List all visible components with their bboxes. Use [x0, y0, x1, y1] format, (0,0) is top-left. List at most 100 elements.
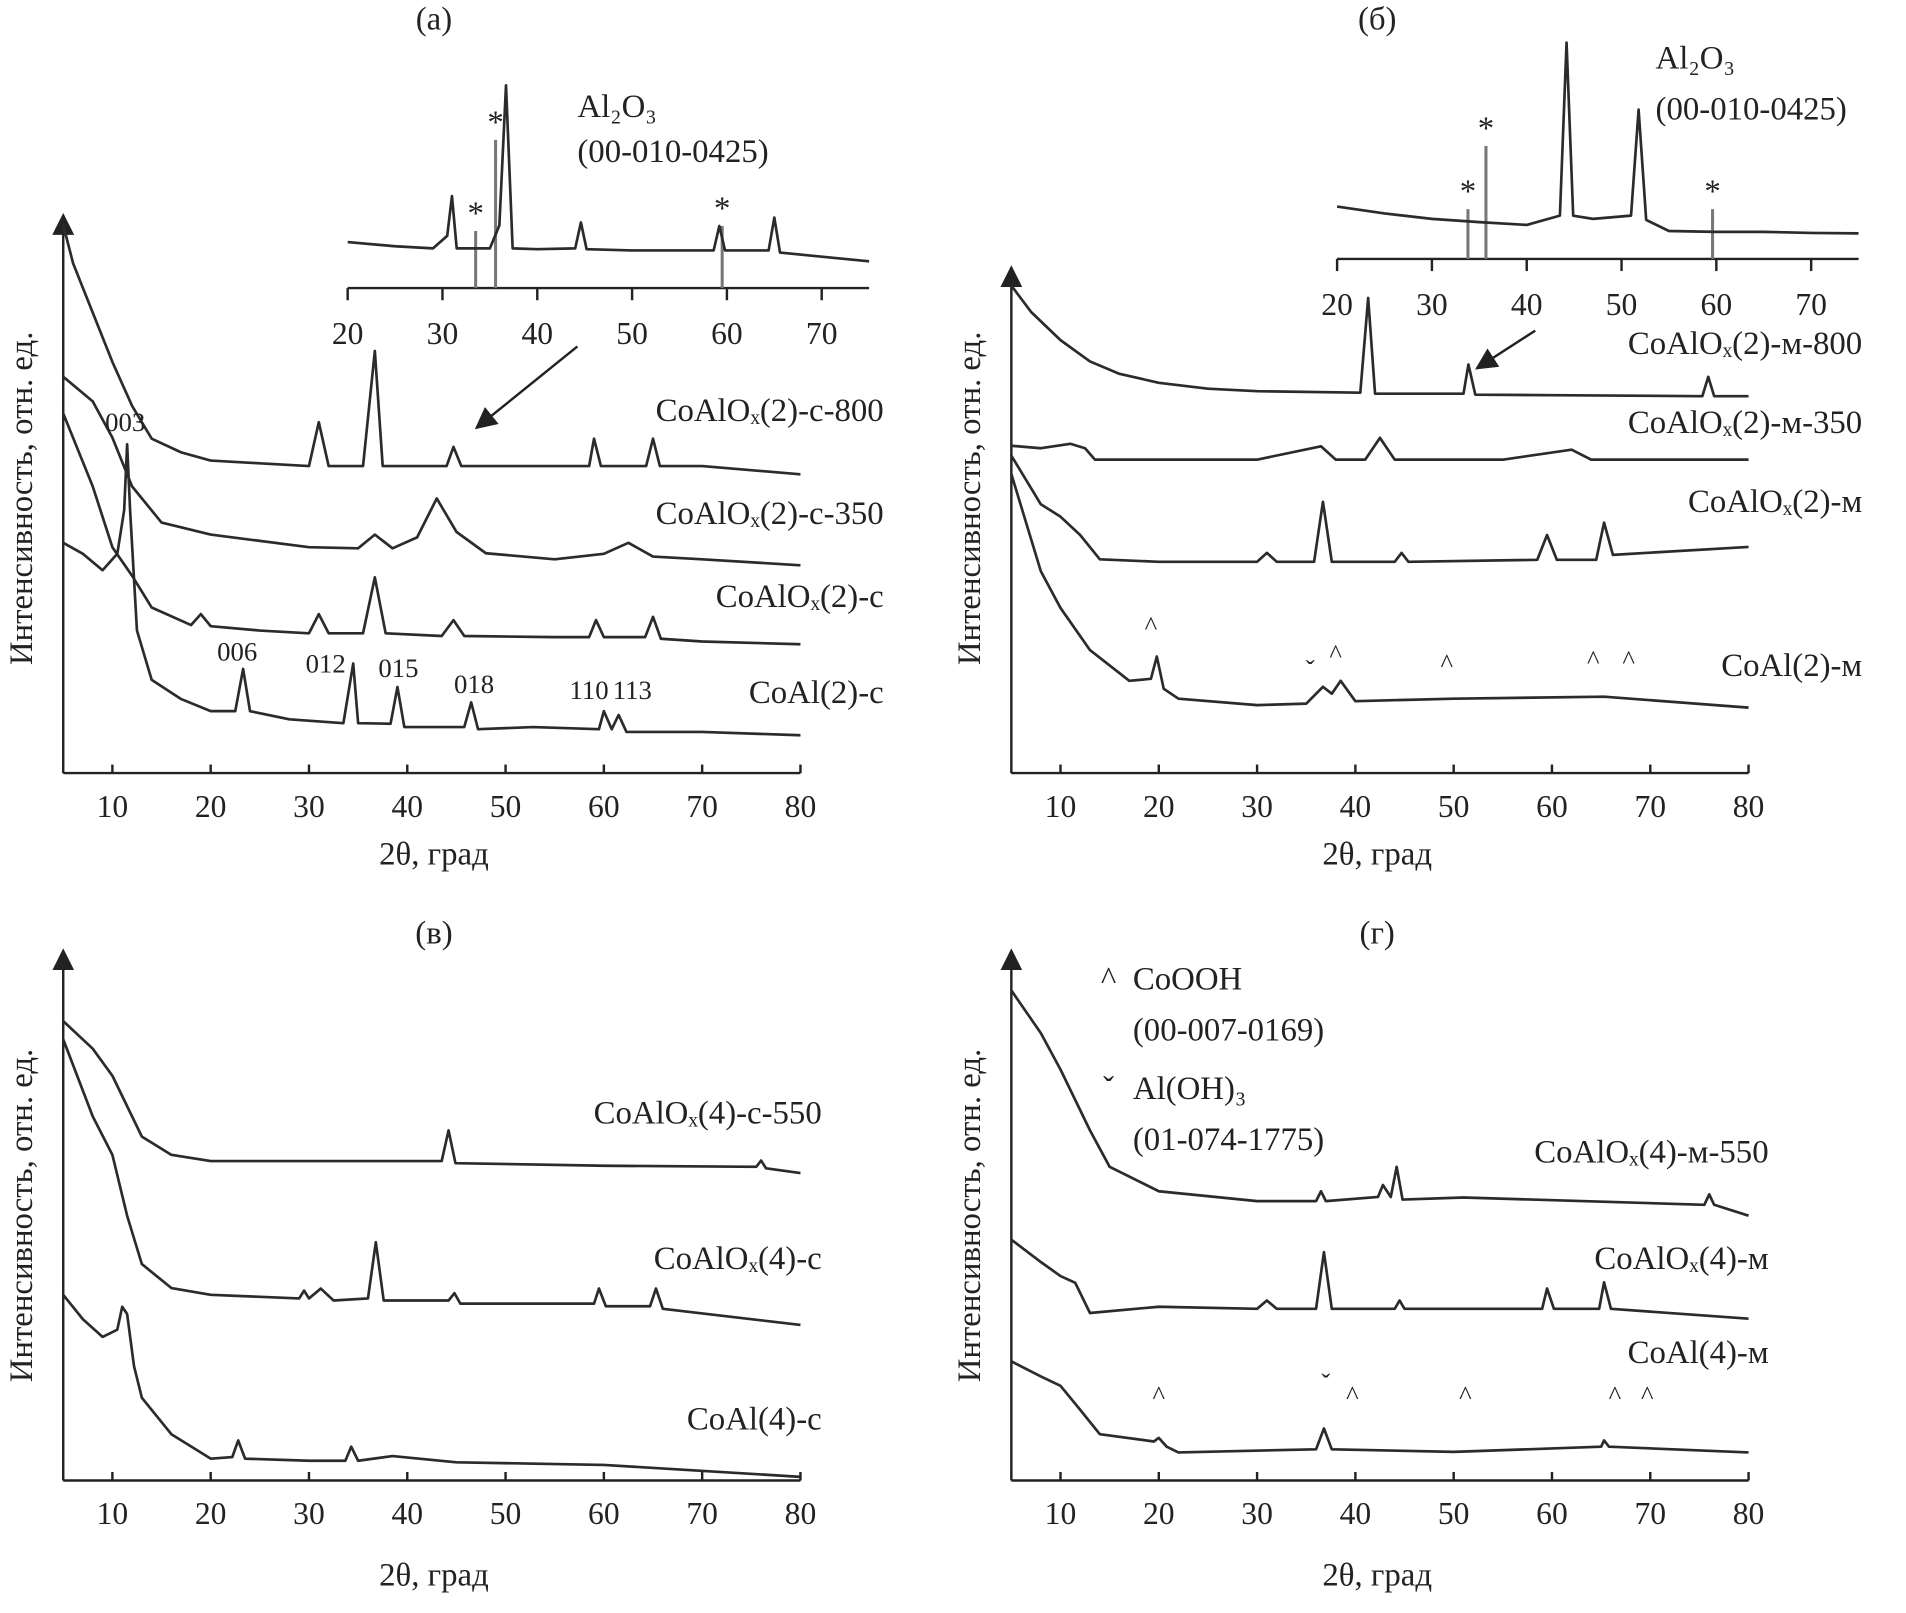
x-tick-label: 20 [195, 1496, 227, 1531]
panel-title: (б) [1358, 1, 1397, 37]
x-tick-label: 40 [391, 1496, 423, 1531]
series-label: CoAlOₓ(4)-м [1594, 1241, 1768, 1277]
curve [1010, 454, 1749, 564]
peak-annotation: ^ [1329, 639, 1342, 669]
legend-label: Al(OH)₃ [1133, 1071, 1246, 1107]
legend-label: (00-007-0169) [1133, 1013, 1324, 1049]
inset-curve [1336, 41, 1859, 235]
x-tick-label: 40 [391, 789, 423, 824]
peak-annotation: ^ [1153, 1380, 1166, 1410]
curve [61, 224, 801, 476]
inset-x-tick-label: 20 [1321, 287, 1353, 322]
curve [1010, 473, 1749, 709]
reference-marker: * [1478, 111, 1494, 147]
x-axis-label: 2θ, град [379, 1557, 489, 1593]
peak-annotation: ^ [1346, 1380, 1359, 1410]
x-axis-label: 2θ, град [1322, 1557, 1432, 1593]
reference-marker: * [1704, 174, 1720, 210]
x-tick-label: 50 [1438, 1496, 1470, 1531]
peak-annotation: ^ [1641, 1380, 1654, 1410]
x-tick-label: 50 [490, 789, 522, 824]
y-axis-label: Интенсивность, отн. ед. [952, 1049, 988, 1383]
series-label: CoAlOₓ(2)-с-800 [656, 393, 884, 429]
x-tick-label: 10 [1045, 789, 1077, 824]
x-tick-label: 50 [1438, 789, 1470, 824]
legend-label: CoOOH [1133, 962, 1242, 998]
reference-marker: * [1460, 174, 1476, 210]
reference-marker: * [467, 196, 483, 232]
x-tick-label: 80 [785, 789, 817, 824]
x-tick-label: 10 [97, 789, 129, 824]
x-tick-label: 30 [293, 789, 325, 824]
reference-marker: * [487, 105, 503, 141]
series-label: CoAl(4)-м [1628, 1335, 1769, 1371]
peak-annotation: 006 [217, 636, 257, 666]
panel-title: (г) [1360, 915, 1395, 951]
curve [62, 442, 801, 737]
inset-x-tick-label: 40 [521, 316, 553, 351]
x-tick-label: 60 [1536, 789, 1568, 824]
reference-label: (00-010-0425) [577, 134, 768, 170]
inset-x-tick-label: 70 [1795, 287, 1827, 322]
inset-arrow [474, 345, 579, 430]
inset-x-tick-label: 30 [1416, 287, 1448, 322]
inset-x-tick-label: 50 [1606, 287, 1638, 322]
inset-x-tick-label: 60 [1701, 287, 1733, 322]
reference-marker: * [714, 191, 730, 227]
x-tick-label: 40 [1340, 789, 1372, 824]
curve [1010, 1238, 1749, 1321]
inset-x-tick-label: 50 [616, 316, 648, 351]
series-label: CoAlOₓ(2)-с-350 [656, 496, 884, 532]
series-label: CoAlOₓ(2)-м [1688, 484, 1862, 520]
peak-annotation: 012 [306, 648, 346, 678]
x-tick-label: 70 [1634, 1496, 1666, 1531]
peak-annotation: 113 [613, 675, 652, 705]
reference-label: Al₂O₃ [577, 89, 656, 125]
peak-annotation: ˇ [1306, 655, 1315, 685]
legend-label: (01-074-1775) [1133, 1122, 1324, 1158]
curve [61, 1038, 801, 1327]
peak-annotation: ˇ [1321, 1368, 1330, 1398]
x-tick-label: 50 [490, 1496, 522, 1531]
x-tick-label: 70 [686, 1496, 718, 1531]
panel-title: (в) [415, 915, 452, 951]
legend-marker: ˇ [1103, 1071, 1114, 1107]
x-tick-label: 70 [686, 789, 718, 824]
panel-title: (а) [416, 1, 452, 37]
curve [62, 375, 801, 567]
x-tick-label: 30 [1241, 789, 1273, 824]
inset-x-tick-label: 20 [332, 316, 364, 351]
peak-annotation: ^ [1441, 648, 1454, 678]
inset-arrow [1475, 329, 1536, 370]
x-tick-label: 70 [1634, 789, 1666, 824]
series-label: CoAlOₓ(4)-с-550 [594, 1095, 822, 1131]
x-tick-label: 80 [785, 1496, 817, 1531]
series-label: CoAlOₓ(2)-с [716, 579, 884, 615]
x-tick-label: 30 [293, 1496, 325, 1531]
x-tick-label: 20 [195, 789, 227, 824]
curve [61, 412, 801, 646]
curve [1010, 284, 1749, 398]
peak-annotation: 018 [454, 669, 494, 699]
x-tick-label: 80 [1733, 789, 1765, 824]
x-tick-label: 20 [1143, 1496, 1175, 1531]
curve [1010, 989, 1749, 1217]
x-tick-label: 30 [1241, 1496, 1273, 1531]
x-tick-label: 60 [1536, 1496, 1568, 1531]
x-tick-label: 10 [1045, 1496, 1077, 1531]
y-axis-label: Интенсивность, отн. ед. [4, 332, 40, 666]
legend-marker: ^ [1101, 962, 1116, 998]
curve [1011, 436, 1749, 461]
inset-x-tick-label: 60 [711, 316, 743, 351]
series-label: CoAlOₓ(4)-м-550 [1534, 1134, 1768, 1170]
curve [62, 1293, 801, 1479]
reference-label: Al₂O₃ [1656, 40, 1735, 76]
x-tick-label: 80 [1733, 1496, 1765, 1531]
peak-annotation: ^ [1459, 1380, 1472, 1410]
curve [62, 1020, 801, 1175]
y-axis-label: Интенсивность, отн. ед. [4, 1049, 40, 1383]
peak-annotation: 003 [105, 407, 145, 437]
x-tick-label: 60 [588, 1496, 620, 1531]
